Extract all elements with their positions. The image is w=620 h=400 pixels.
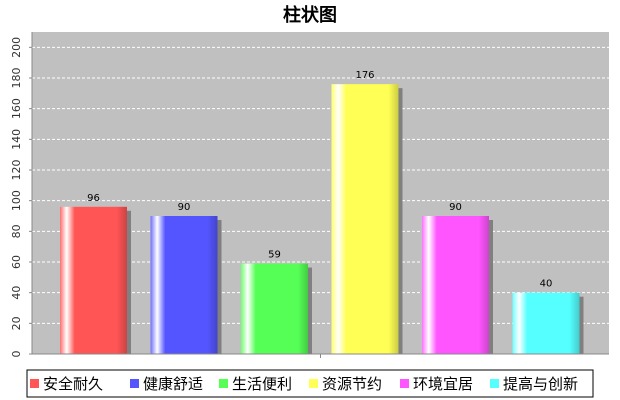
y-tick-label: 80	[10, 224, 23, 238]
bar	[422, 216, 489, 354]
legend: 安全耐久 健康舒适 生活便利 资源节约 环境宜居 提高与创新	[26, 369, 594, 398]
data-label: 176	[355, 70, 374, 81]
bar	[512, 292, 580, 354]
bar	[331, 84, 399, 354]
data-label: 90	[449, 202, 462, 213]
legend-label: 生活便利	[232, 375, 292, 393]
y-tick-label: 40	[10, 286, 23, 300]
y-tick-label: 160	[10, 98, 23, 119]
legend-label: 环境宜居	[413, 375, 473, 393]
y-tick-label: 20	[10, 316, 23, 330]
y-axis: 0 20 40 60 80 100 120 140 160 180 200	[10, 37, 321, 358]
legend-swatch	[219, 379, 228, 388]
data-label: 40	[540, 279, 553, 290]
legend-swatch	[309, 379, 318, 388]
y-tick-label: 60	[10, 255, 23, 269]
y-tick-label: 0	[10, 351, 23, 358]
legend-swatch	[30, 379, 39, 388]
bars	[60, 84, 584, 354]
bar	[60, 206, 127, 354]
legend-swatch	[400, 379, 409, 388]
data-label: 96	[87, 193, 100, 204]
legend-swatch	[490, 379, 499, 388]
y-tick-label: 140	[10, 129, 23, 150]
y-tick-label: 200	[10, 37, 23, 58]
bar	[241, 263, 308, 354]
legend-label: 健康舒适	[143, 375, 203, 393]
legend-label: 安全耐久	[43, 375, 103, 393]
data-labels: 96 90 59 176 90 40	[87, 70, 552, 290]
y-tick-label: 120	[10, 160, 23, 181]
legend-label: 提高与创新	[503, 375, 578, 393]
y-tick-label: 180	[10, 68, 23, 89]
y-tick-label: 100	[10, 190, 23, 211]
legend-swatch	[130, 379, 139, 388]
chart-title: 柱状图	[283, 4, 337, 26]
legend-label: 资源节约	[322, 375, 382, 393]
data-label: 59	[268, 250, 281, 261]
bar	[150, 216, 218, 354]
data-label: 90	[178, 202, 191, 213]
